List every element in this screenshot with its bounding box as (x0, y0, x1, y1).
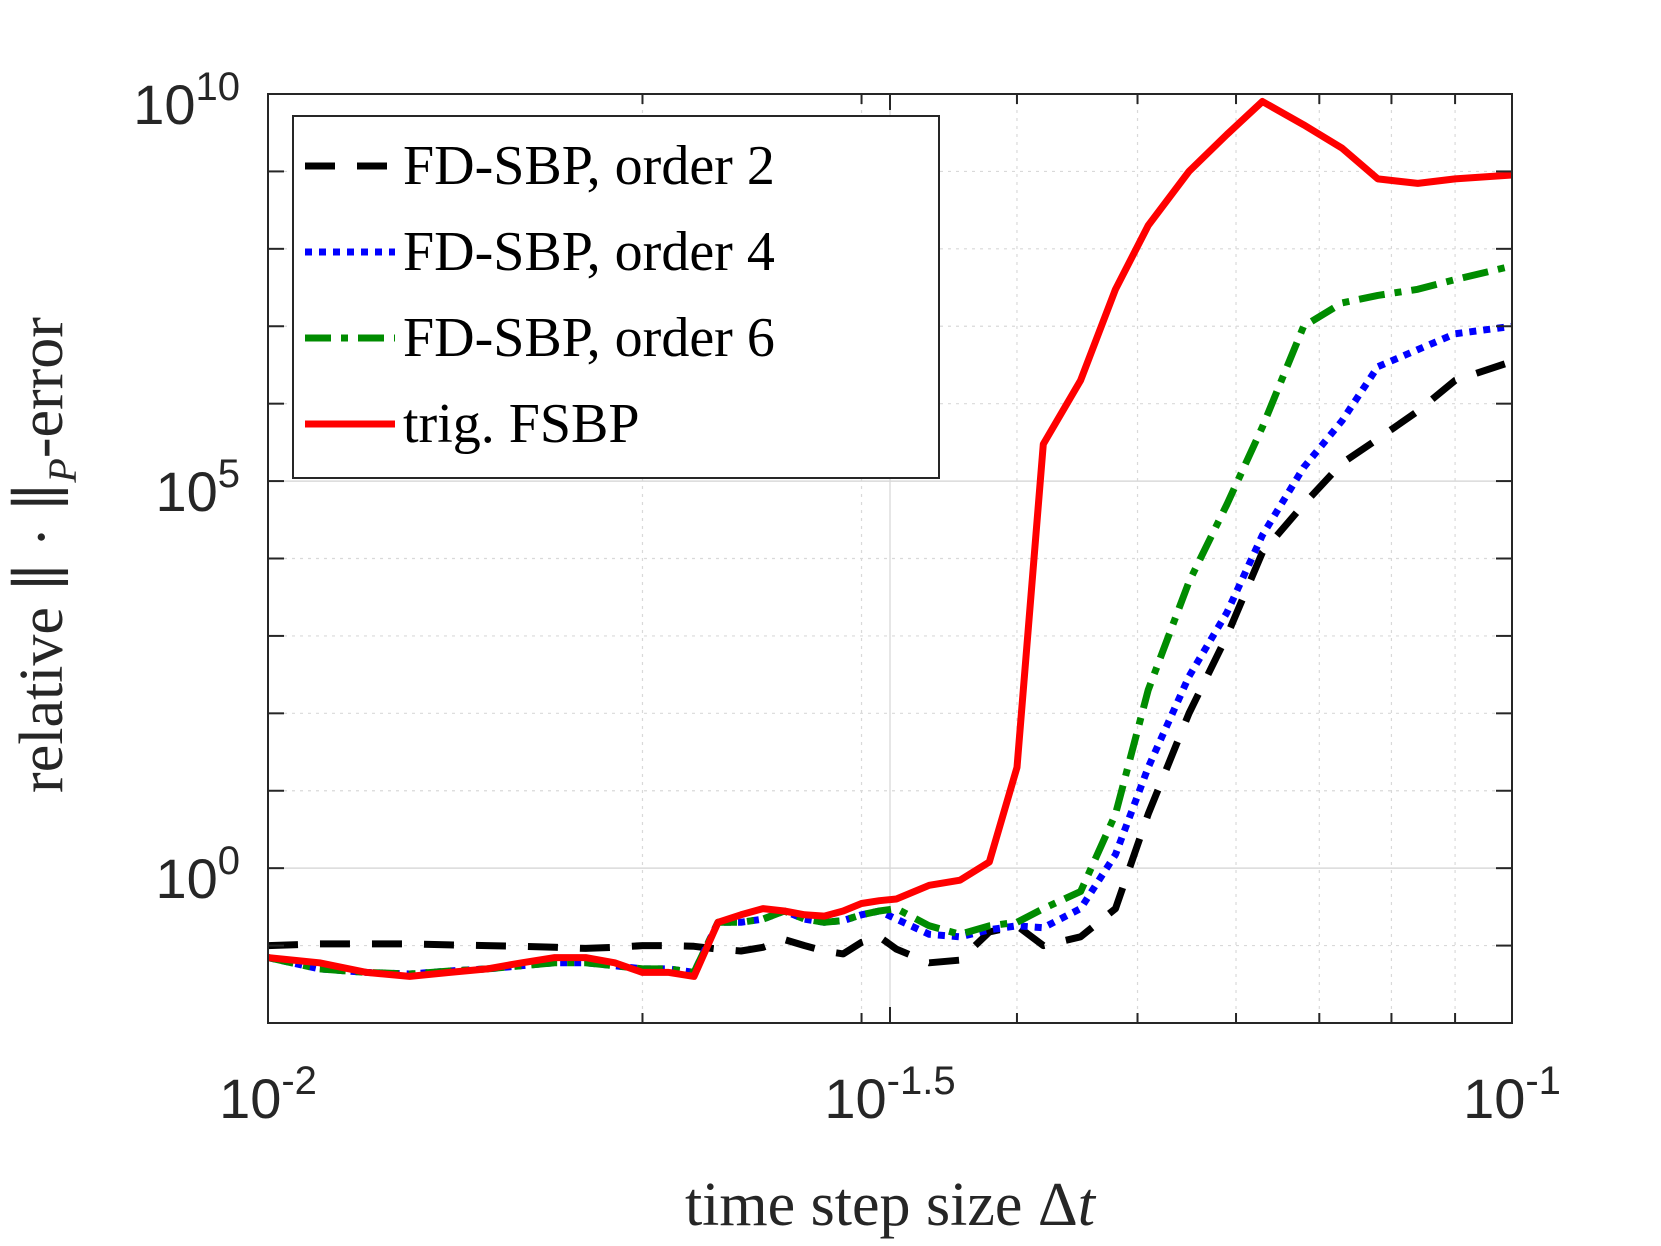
series-lines (268, 98, 1512, 980)
legend-label-trig-fsbp: trig. FSBP (403, 393, 640, 455)
x-axis-label: time step size Δt (685, 1171, 1097, 1239)
y-tick-label: 1010 (133, 65, 240, 136)
tick-labels: 10-2 10-1.5 10-1 100 105 1010 (133, 65, 1561, 1130)
tick-marks (267, 93, 1513, 1024)
x-tick-label: 10-2 (219, 1059, 317, 1130)
y-axis-label: relative ∥ · ∥P-error (8, 317, 85, 793)
y-tick-label: 100 (155, 839, 240, 910)
legend-label-order-4: FD-SBP, order 4 (403, 221, 775, 283)
legend-label-order-2: FD-SBP, order 2 (403, 135, 775, 197)
legend-label-order-6: FD-SBP, order 6 (403, 307, 775, 369)
x-tick-label: 10-1.5 (824, 1059, 955, 1130)
series-line-trig-fsbp (268, 98, 1512, 980)
series-line-order-2 (268, 358, 1512, 967)
y-tick-label: 105 (155, 452, 240, 523)
x-tick-label: 10-1 (1463, 1059, 1561, 1130)
legend-box (292, 115, 940, 479)
series-line-order-6 (268, 262, 1512, 978)
legend: FD-SBP, order 2 FD-SBP, order 4 FD-SBP, … (292, 115, 940, 479)
